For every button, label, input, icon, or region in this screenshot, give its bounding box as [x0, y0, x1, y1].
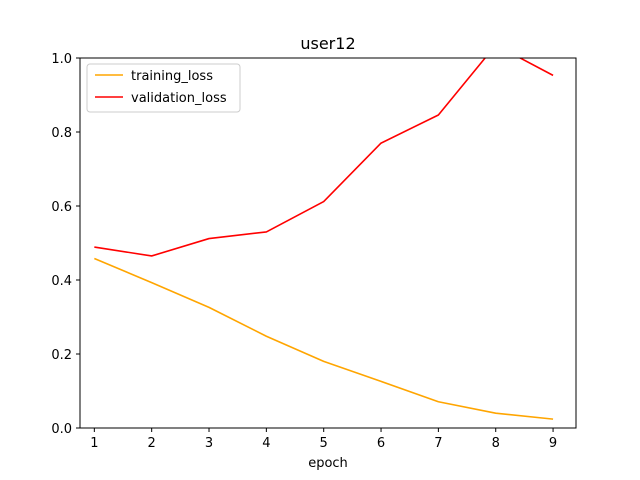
x-tick-label: 2 [148, 436, 156, 451]
y-tick-label: 0.6 [51, 200, 72, 215]
legend-label-validation-loss: validation_loss [131, 91, 227, 106]
y-tick-label: 0.2 [51, 348, 72, 363]
series-line-training-loss [94, 257, 554, 420]
x-tick-label: 4 [262, 436, 270, 451]
x-tick-label: 1 [90, 436, 98, 451]
series-layer [94, 58, 554, 420]
x-tick-label: 9 [549, 436, 557, 451]
y-tick-label: 0.8 [51, 126, 72, 141]
y-tick-label: 1.0 [51, 52, 72, 67]
axes-layer: 1 2 3 4 5 6 7 8 9 0.0 0.2 0.4 0.6 0.8 1.0 [51, 52, 557, 451]
legend-box [86, 63, 241, 113]
x-tick-label: 5 [320, 436, 328, 451]
x-tick-label: 8 [492, 436, 500, 451]
y-tick-label: 0.0 [51, 422, 72, 437]
x-tick-label: 3 [205, 436, 213, 451]
x-axis-label: epoch [308, 456, 348, 471]
legend: training_loss validation_loss [86, 63, 241, 113]
y-tick-label: 0.4 [51, 274, 72, 289]
legend-label-training-loss: training_loss [131, 69, 213, 84]
chart-title: user12 [300, 34, 355, 53]
plot-frame [79, 57, 577, 429]
x-tick-label: 7 [434, 436, 442, 451]
x-tick-label: 6 [377, 436, 385, 451]
